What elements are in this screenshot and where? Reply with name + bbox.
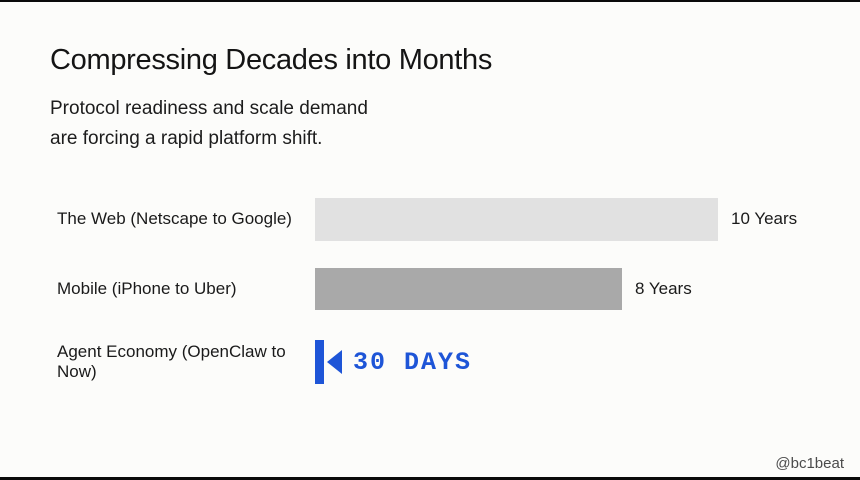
category-label-web: The Web (Netscape to Google) xyxy=(57,209,292,228)
highlight-marker-group: 30 DAYS xyxy=(315,340,472,384)
chart-row-mobile: Mobile (iPhone to Uber) 8 Years xyxy=(57,267,850,311)
category-label-mobile: Mobile (iPhone to Uber) xyxy=(57,279,237,298)
bottom-letterbox-strip xyxy=(0,477,860,480)
slide-title: Compressing Decades into Months xyxy=(50,44,493,76)
author-handle: @bc1beat xyxy=(775,455,844,472)
category-label-agent-economy: Agent Economy (OpenClaw to Now) xyxy=(57,342,286,381)
value-label-web: 10 Years xyxy=(731,209,798,228)
slide-subtitle: Protocol readiness and scale demand are … xyxy=(50,94,368,154)
skip-back-bar-icon xyxy=(315,340,324,384)
top-letterbox-strip xyxy=(0,0,860,2)
skip-back-arrow-icon xyxy=(327,350,342,374)
bar-mobile xyxy=(315,268,622,310)
value-label-agent-economy: 30 DAYS xyxy=(353,347,473,377)
bar-web xyxy=(315,197,718,241)
chart-row-agent-economy: Agent Economy (OpenClaw to Now) 30 DAYS xyxy=(57,340,850,384)
value-label-mobile: 8 Years xyxy=(635,279,692,298)
subtitle-line-2: are forcing a rapid platform shift. xyxy=(50,128,323,149)
chart-row-web: The Web (Netscape to Google) 10 Years xyxy=(57,197,850,241)
subtitle-line-1: Protocol readiness and scale demand xyxy=(50,98,368,119)
